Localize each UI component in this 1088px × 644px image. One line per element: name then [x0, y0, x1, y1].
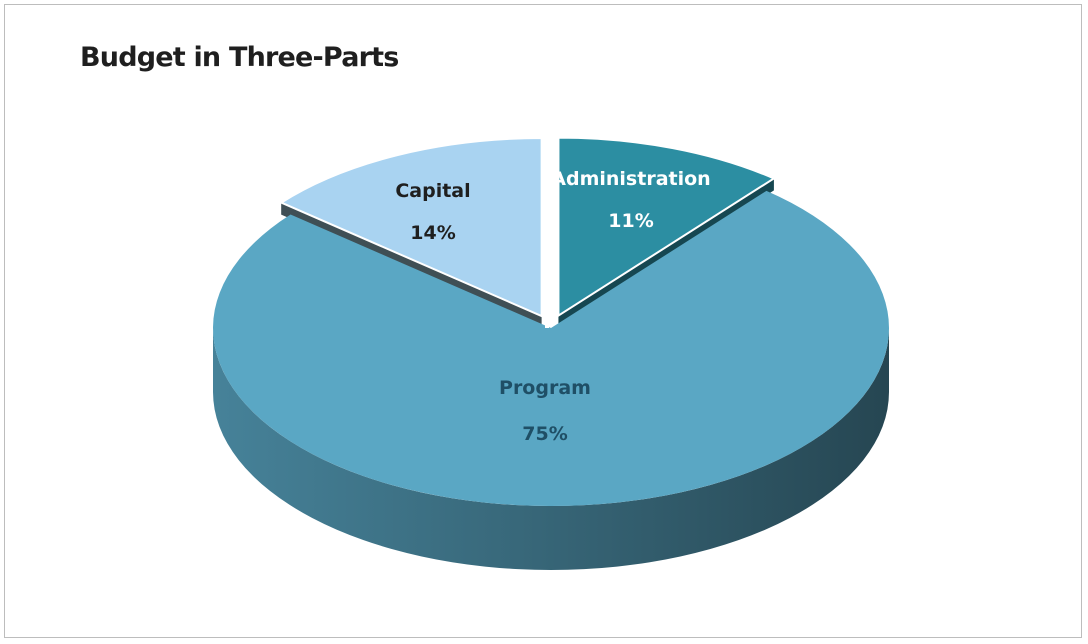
slice-name-label-capital: Capital — [395, 180, 470, 202]
slice-name-label-administration: Administration — [551, 168, 710, 190]
slice-value-label-program: 75% — [522, 423, 567, 445]
pie-slice-administration — [557, 136, 777, 318]
slice-name-label-program: Program — [499, 377, 591, 399]
pie-slice-capital — [279, 137, 543, 318]
slice-value-label-administration: 11% — [608, 210, 653, 232]
pie-slice-side-program — [213, 328, 889, 570]
pie-label-layer: Administration 11% Program 75% Capital 14% — [395, 168, 710, 445]
pie-top-layer — [213, 136, 890, 507]
pie-slice-program — [213, 190, 890, 507]
slice-value-label-capital: 14% — [410, 222, 455, 244]
chart-title: Budget in Three-Parts — [80, 42, 399, 73]
